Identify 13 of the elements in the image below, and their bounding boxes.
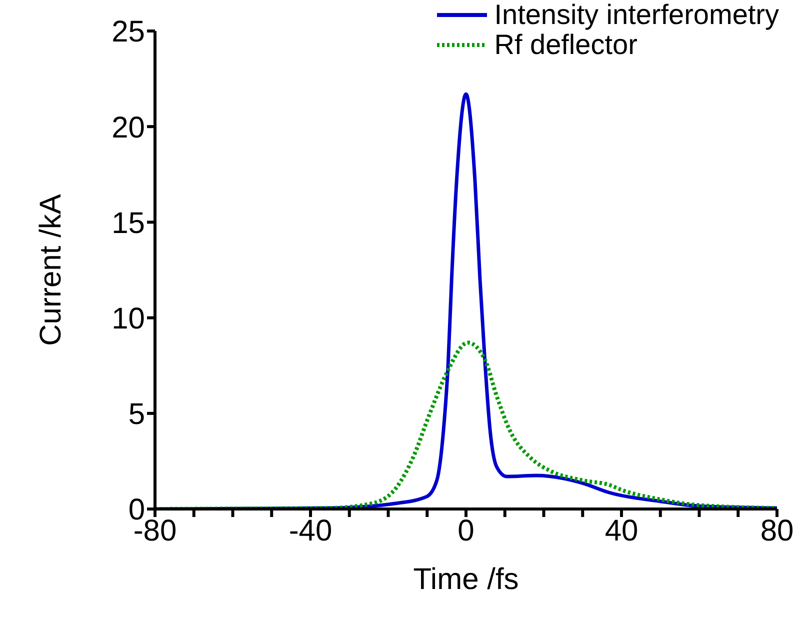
y-axis-title: Current /kA xyxy=(34,194,68,346)
x-tick-label: 40 xyxy=(604,514,638,548)
y-tick-label: 25 xyxy=(112,16,145,49)
x-tick-label: 80 xyxy=(760,514,794,548)
legend-label: Rf deflector xyxy=(494,29,638,60)
x-tick-label: 0 xyxy=(458,514,474,548)
y-tick-label: 20 xyxy=(112,111,145,144)
x-tick-label: -40 xyxy=(288,514,332,548)
y-tick-label: 5 xyxy=(128,398,145,432)
y-tick-label: 15 xyxy=(112,206,145,240)
legend-label: Intensity interferometry xyxy=(494,0,779,30)
x-axis-title: Time /fs xyxy=(413,563,519,596)
y-tick-label: 10 xyxy=(112,302,145,336)
